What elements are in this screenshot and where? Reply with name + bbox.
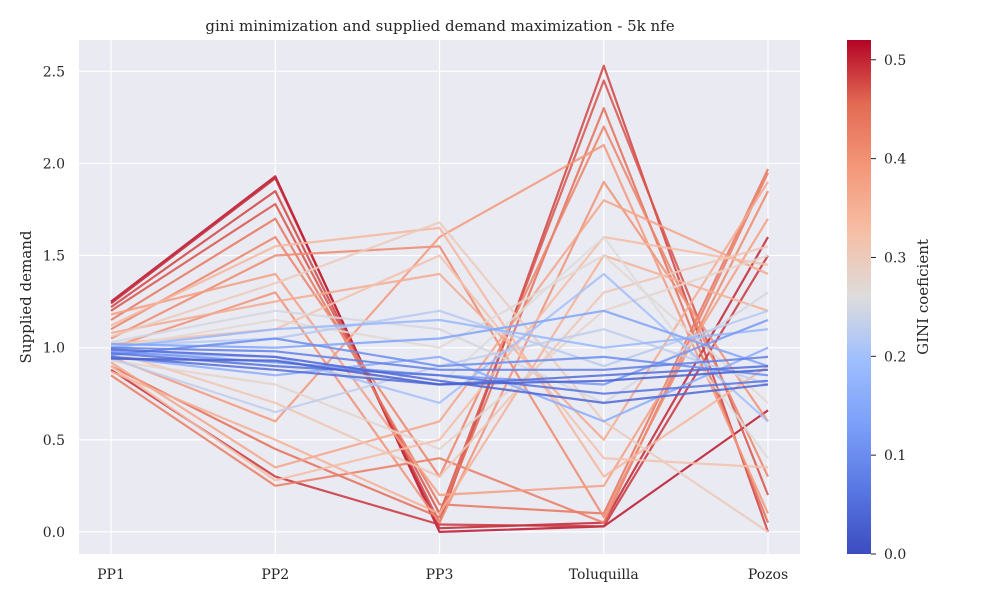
series-line-18 — [110, 236, 769, 482]
colorbar-tick-label: 0.2 — [884, 349, 906, 365]
colorbar-ticks: 0.0 0.1 0.2 0.3 0.4 0.5 — [871, 53, 906, 563]
colorbar-tick-label: 0.5 — [884, 53, 906, 69]
y-tick-label: 2.5 — [43, 64, 65, 80]
y-axis-label: Supplied demand — [17, 230, 35, 363]
series-line-15 — [110, 181, 769, 441]
series-line-20 — [110, 245, 769, 478]
y-tick-label: 0.0 — [43, 525, 65, 541]
x-axis-ticks: PP1 PP2 PP3 Toluquilla Pozos — [97, 567, 788, 583]
colorbar-label: GINI coeficient — [914, 239, 932, 355]
series-line-14 — [110, 199, 769, 469]
x-tick-label: PP3 — [426, 567, 454, 583]
series-line-34 — [110, 346, 769, 371]
series-line-29 — [110, 318, 769, 349]
series-line-35 — [110, 352, 769, 395]
colorbar-tick-label: 0.4 — [884, 152, 906, 168]
x-tick-label: Toluquilla — [569, 567, 639, 583]
x-tick-label: PP2 — [261, 567, 289, 583]
series-line-2 — [110, 177, 769, 530]
chart-title: gini minimization and supplied demand ma… — [205, 17, 674, 35]
y-tick-label: 1.0 — [43, 341, 65, 357]
series-line-31 — [110, 309, 769, 368]
y-tick-label: 0.5 — [43, 433, 65, 449]
series-line-10 — [110, 190, 769, 519]
series-line-33 — [110, 337, 769, 377]
colorbar-tick-label: 0.3 — [884, 250, 906, 266]
colorbar-tick-label: 0.1 — [884, 448, 906, 464]
y-tick-label: 1.5 — [43, 249, 65, 265]
series-line-22 — [110, 254, 769, 451]
series-line-19 — [110, 254, 769, 469]
series-line-28 — [110, 272, 769, 423]
y-axis-ticks: 0.0 0.5 1.0 1.5 2.0 2.5 — [43, 64, 65, 541]
x-tick-label: PP1 — [97, 567, 125, 583]
series-line-27 — [110, 309, 769, 368]
series-lines — [110, 64, 770, 534]
series-line-16 — [110, 254, 769, 515]
series-line-1 — [110, 175, 769, 534]
series-line-11 — [110, 180, 769, 524]
series-line-23 — [110, 254, 769, 404]
colorbar-tick-label: 0.0 — [884, 547, 906, 563]
x-tick-label: Pozos — [748, 567, 788, 583]
series-line-9 — [110, 172, 769, 524]
series-line-17 — [110, 226, 769, 478]
series-line-21 — [110, 221, 769, 533]
series-line-38 — [110, 357, 769, 386]
series-line-37 — [110, 348, 769, 404]
y-tick-label: 2.0 — [43, 156, 65, 172]
series-line-12 — [110, 143, 770, 514]
colorbar — [847, 40, 871, 554]
